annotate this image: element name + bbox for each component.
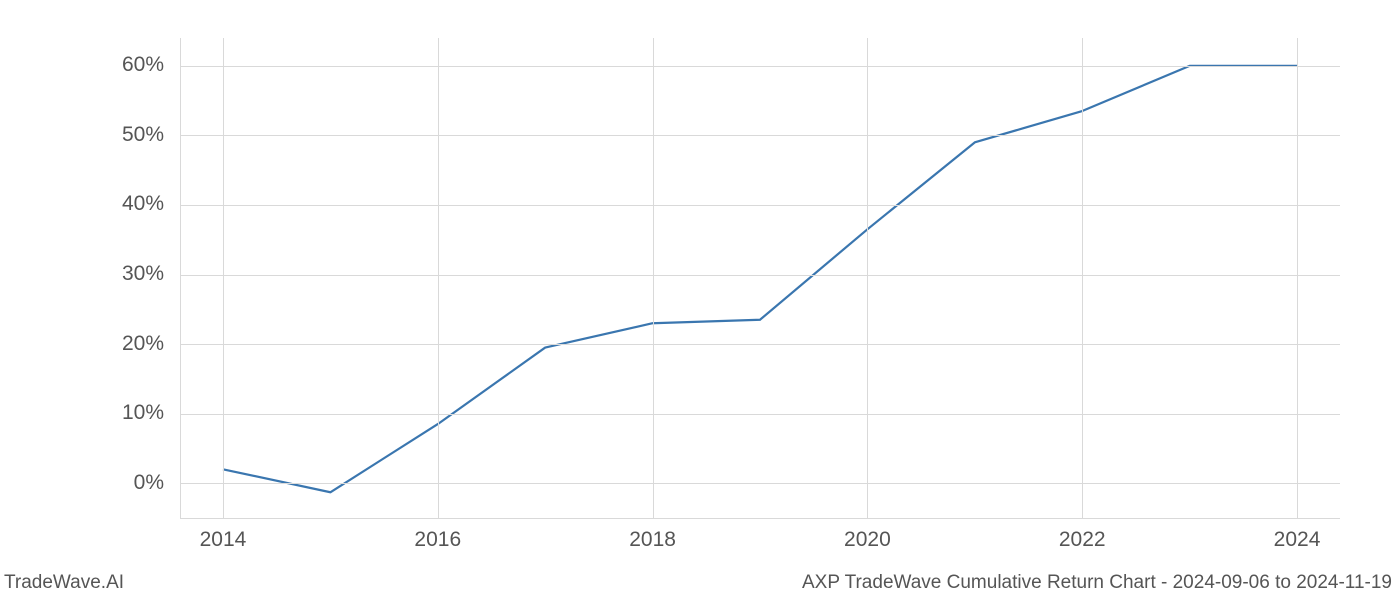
x-tick-label: 2022 [1042, 528, 1122, 552]
grid-line-horizontal [180, 483, 1340, 484]
x-tick-label: 2020 [827, 528, 907, 552]
grid-line-horizontal [180, 275, 1340, 276]
grid-line-horizontal [180, 205, 1340, 206]
x-tick-label: 2016 [398, 528, 478, 552]
footer-right-label: AXP TradeWave Cumulative Return Chart - … [802, 572, 1392, 594]
y-tick-label: 30% [0, 262, 164, 286]
series-line [223, 66, 1297, 492]
grid-line-vertical [223, 38, 224, 518]
grid-line-horizontal [180, 66, 1340, 67]
grid-line-vertical [867, 38, 868, 518]
grid-line-vertical [653, 38, 654, 518]
footer-left-label: TradeWave.AI [4, 572, 124, 594]
axis-spine-bottom [180, 518, 1340, 519]
grid-line-vertical [438, 38, 439, 518]
grid-line-vertical [1082, 38, 1083, 518]
x-tick-label: 2024 [1257, 528, 1337, 552]
y-tick-label: 40% [0, 192, 164, 216]
y-tick-label: 60% [0, 53, 164, 77]
y-tick-label: 20% [0, 332, 164, 356]
grid-line-horizontal [180, 344, 1340, 345]
y-tick-label: 0% [0, 471, 164, 495]
x-tick-label: 2018 [613, 528, 693, 552]
grid-line-vertical [1297, 38, 1298, 518]
line-series [0, 0, 1400, 600]
x-tick-label: 2014 [183, 528, 263, 552]
grid-line-horizontal [180, 135, 1340, 136]
y-tick-label: 50% [0, 123, 164, 147]
y-tick-label: 10% [0, 401, 164, 425]
grid-line-horizontal [180, 414, 1340, 415]
axis-spine-left [180, 38, 181, 518]
chart-container: TradeWave.AI AXP TradeWave Cumulative Re… [0, 0, 1400, 600]
